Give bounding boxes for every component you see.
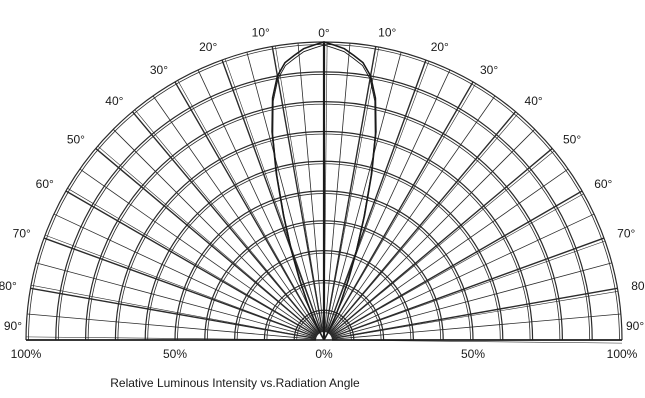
chart-title: Relative Luminous Intensity vs.Radiation… [110,376,360,390]
grid-spoke-inner--80 [31,284,317,339]
grid-spoke-inner--60 [67,188,318,337]
grid-spoke-25 [327,69,451,333]
grid-spoke-inner-40 [328,113,519,335]
grid-spoke-inner-80 [331,291,619,339]
angle-label-left-40: 40° [105,94,123,108]
intensity-curve [271,41,377,341]
grid-spoke-inner-30 [327,83,476,334]
angle-label-right-30: 30° [480,63,498,77]
grid-spoke--15 [246,52,323,333]
series-curve-inner [272,44,376,341]
grid-spoke-inner--10 [275,45,323,333]
grid-spoke-10 [324,46,377,333]
angle-label-left-20: 20° [199,40,217,54]
grid-spoke-inner-50 [329,150,555,336]
axis-labels: 0° 10° 10° 20° 20° 30° 30° 40° 40° 50° 50° 60° 60° 70… [0,26,645,361]
grid-spoke-5 [324,43,351,333]
grid-spoke-75 [331,262,612,339]
grid-spoke--80 [30,287,317,340]
grid-spoke-80 [331,287,618,340]
grid-spoke--60 [65,190,318,337]
angle-label-left-50: 50° [67,132,85,146]
angle-label-right-70: 70° [617,226,635,240]
angle-label-right-90: 90° [626,319,644,333]
angle-label-right-40: 40° [525,94,543,108]
grid-spoke--40 [131,111,320,335]
grid-spoke--70 [43,237,317,338]
grid-spoke-50 [329,147,553,336]
radial-tick-label-1: 50% [163,347,187,361]
grid-spoke-inner--40 [134,109,320,335]
grid-spoke-85 [331,313,621,340]
angle-label-left-80: 80° [0,279,17,293]
radial-tick-label-3: 50% [461,347,485,361]
grid-spoke-20 [326,59,427,333]
grid-spoke-inner-10 [325,47,380,333]
grid-spoke--50 [95,147,319,336]
grid-spoke--45 [112,128,319,335]
radial-tick-label-2: 0% [315,347,333,361]
grid-spoke-55 [330,168,569,336]
grid-spoke-30 [327,81,474,334]
angle-label-right-10: 10° [378,26,396,40]
grid-spoke--65 [53,213,317,337]
grid-spoke-inner-70 [331,240,606,338]
angle-label-left-10: 10° [252,26,270,40]
grid-spoke-45 [329,128,536,335]
grid-spoke--5 [297,43,324,333]
grid-spoke-inner--50 [97,145,319,336]
grid-spoke-70 [331,237,605,338]
grid-spoke-inner-20 [326,60,430,333]
angle-label-left-70: 70° [13,226,31,240]
grid-spoke-inner-60 [330,193,584,337]
grid-spoke-15 [325,52,402,333]
angle-label-right-0: 0° [318,26,330,40]
grid-spoke--85 [27,313,317,340]
angle-label-left-90: 90° [4,319,22,333]
grid-spoke-inner--20 [224,58,322,333]
polar-grid [25,41,623,344]
radial-tick-label-0: 100% [11,347,42,361]
grid-spoke--25 [197,69,321,333]
grid-spoke--75 [36,262,317,339]
grid-spoke-40 [328,111,517,335]
angle-label-right-20: 20° [431,40,449,54]
angle-label-right-80: 80° [631,279,645,293]
grid-spoke-35 [328,95,496,334]
grid-spoke--35 [152,95,320,334]
angle-label-left-30: 30° [150,63,168,77]
grid-spoke-65 [331,213,595,337]
angle-label-right-50: 50° [563,132,581,146]
grid-spoke-inner--30 [177,80,321,334]
grid-spoke--10 [271,46,324,333]
radial-tick-label-4: 100% [607,347,638,361]
grid-spoke--20 [221,59,322,333]
angle-label-left-60: 60° [36,177,54,191]
angle-label-right-60: 60° [594,177,612,191]
grid-spoke--55 [79,168,318,336]
grid-spoke-inner--70 [44,234,317,338]
grid-spoke--30 [174,81,321,334]
grid-spoke-60 [330,190,583,337]
